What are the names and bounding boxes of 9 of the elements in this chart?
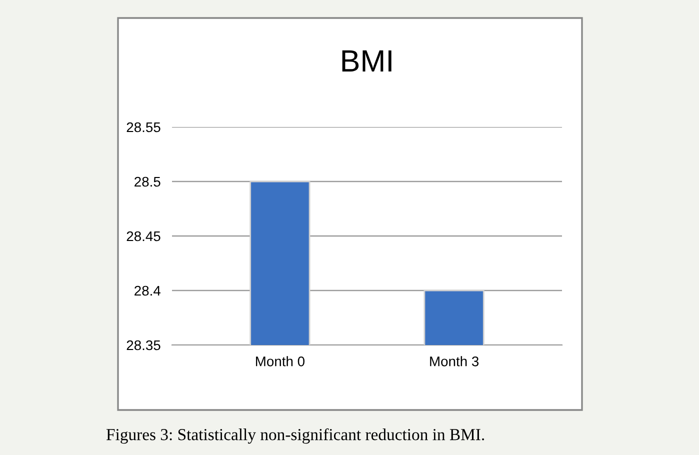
x-tick-label: Month 0 bbox=[256, 356, 304, 366]
y-tick-label: 28.5 bbox=[134, 176, 160, 187]
y-tick-label: 28.4 bbox=[134, 286, 160, 296]
y-tick-label: 28.35 bbox=[126, 340, 160, 350]
y-tick-label: 28.55 bbox=[126, 122, 160, 132]
x-tick-label: Month 3 bbox=[430, 356, 479, 366]
chart-title: BMI bbox=[342, 50, 392, 72]
y-tick-label: 28.45 bbox=[126, 231, 160, 242]
text: Figures 3: Statistically non-significant reduction in BMI. bbox=[106, 428, 484, 444]
